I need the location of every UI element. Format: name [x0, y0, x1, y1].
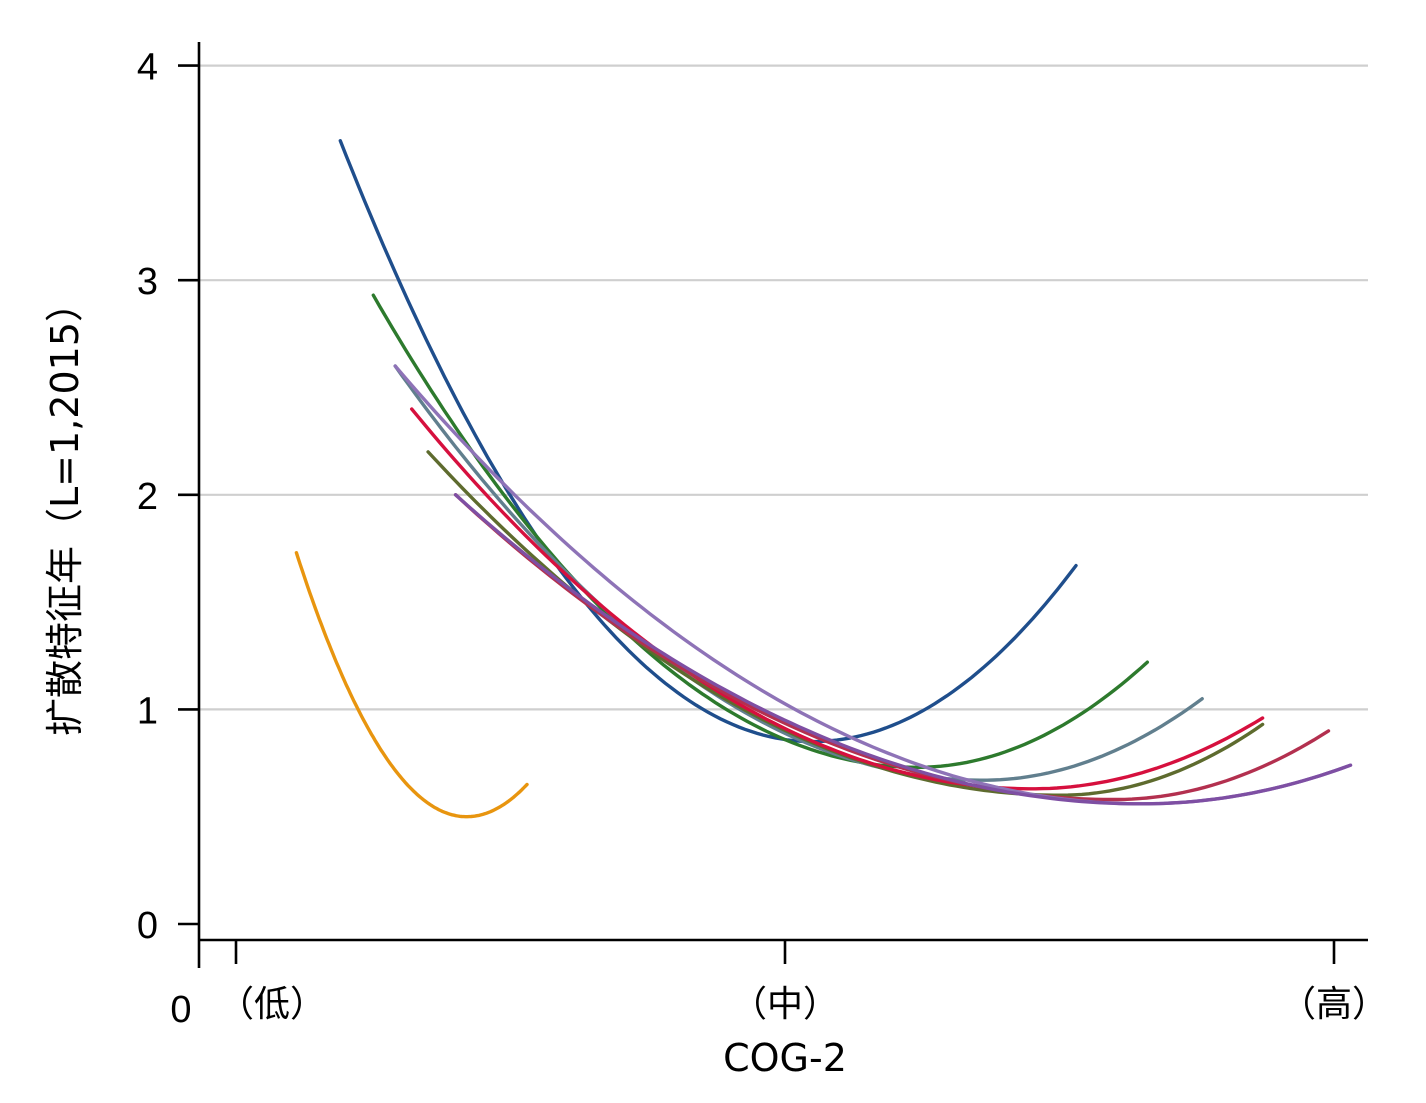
- y-tick-label: 0: [137, 905, 158, 947]
- series-line-6: [410, 407, 1265, 791]
- x-tick-label: （高）: [1280, 984, 1388, 1025]
- series-line-1: [294, 551, 529, 819]
- y-tick-label: 2: [137, 476, 158, 518]
- series-group: [294, 139, 1353, 819]
- series-line-7: [453, 493, 1331, 802]
- series-line-2: [338, 139, 1078, 744]
- series-line-4: [393, 364, 1204, 782]
- y-tick-label: 1: [137, 690, 158, 732]
- tick-labels: 0 1 2 3 4 （低） （中） （高） 0: [137, 47, 1388, 1031]
- y-tick-label: 4: [137, 47, 158, 89]
- series-line-8: [393, 364, 1353, 806]
- x-tick-label: （低）: [218, 984, 326, 1025]
- grid-lines: [199, 64, 1368, 711]
- series-line-3: [371, 293, 1149, 769]
- x-origin-label: 0: [170, 989, 191, 1031]
- y-axis-title: 扩散特征年（L=1,2015）: [43, 284, 87, 736]
- series-line-9: [453, 493, 1353, 806]
- y-tick-label: 3: [137, 261, 158, 303]
- x-axis-title: COG-2: [723, 1036, 847, 1080]
- axes: [178, 42, 1368, 968]
- series-line-5: [426, 450, 1265, 797]
- x-tick-label: （中）: [731, 984, 839, 1025]
